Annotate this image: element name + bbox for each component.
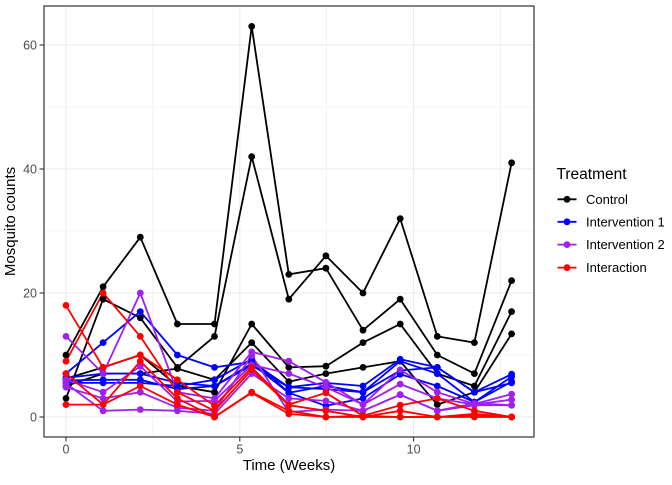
svg-text:60: 60	[23, 38, 37, 52]
svg-text:5: 5	[236, 443, 243, 457]
svg-text:Time (Weeks): Time (Weeks)	[243, 457, 336, 474]
svg-text:10: 10	[407, 443, 421, 457]
svg-text:0: 0	[63, 443, 70, 457]
svg-text:Intervention 1: Intervention 1	[586, 214, 665, 229]
svg-text:Treatment: Treatment	[557, 166, 628, 183]
svg-text:0: 0	[30, 410, 37, 424]
svg-text:40: 40	[23, 162, 37, 176]
svg-text:Interaction: Interaction	[586, 260, 647, 275]
svg-text:Control: Control	[586, 192, 628, 207]
svg-text:Mosquito counts: Mosquito counts	[2, 167, 19, 276]
svg-text:20: 20	[23, 286, 37, 300]
svg-text:Intervention 2: Intervention 2	[586, 237, 665, 252]
